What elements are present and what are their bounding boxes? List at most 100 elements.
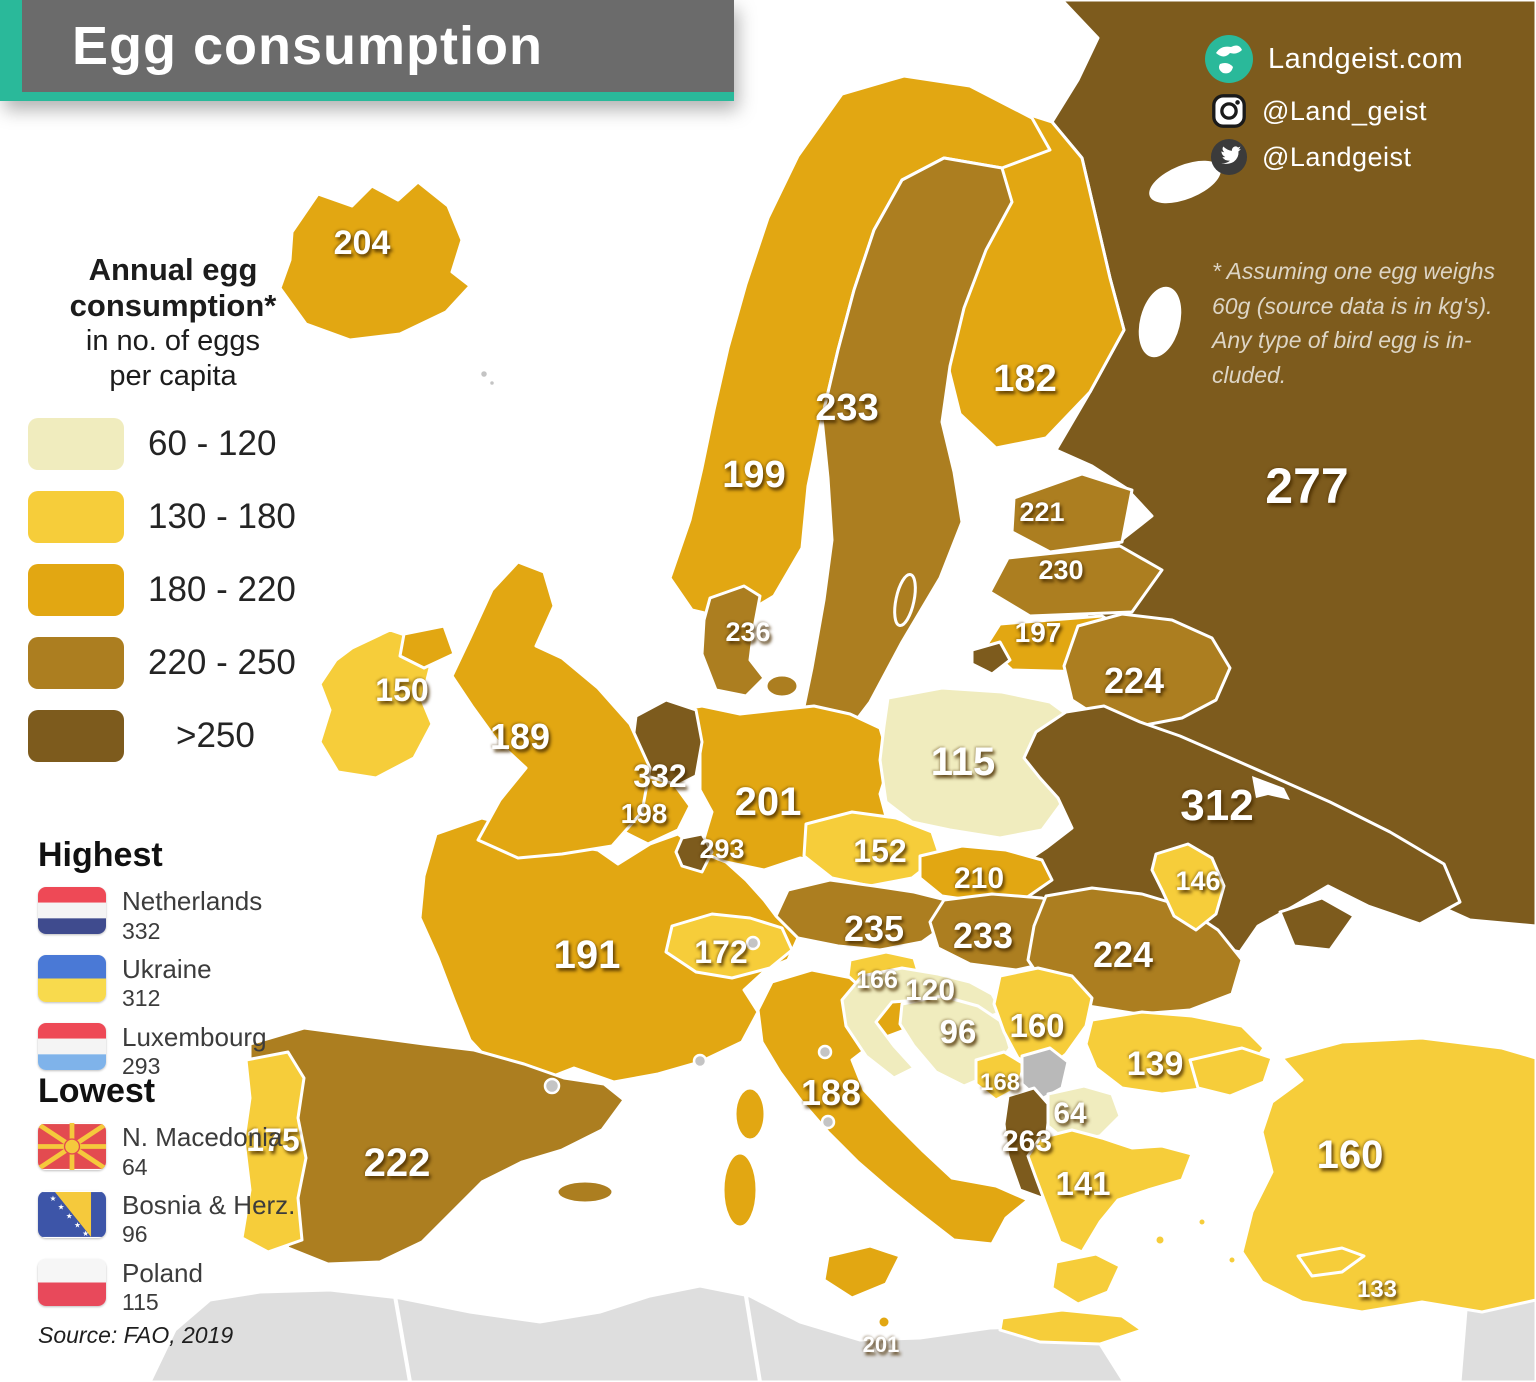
- rank-row-luxembourg: Luxembourg 293: [38, 1023, 267, 1080]
- rank-country: Ukraine: [122, 953, 212, 984]
- value-label-latvia: 230: [1038, 555, 1083, 585]
- country-portugal: [240, 1050, 308, 1254]
- island-corsica: [733, 1086, 767, 1142]
- country-iceland: [278, 180, 472, 342]
- value-label-iceland: 204: [334, 224, 391, 262]
- dot-san-marino: [817, 1044, 833, 1060]
- aegean-island: [1196, 1216, 1208, 1228]
- country-moldova: [1150, 842, 1226, 932]
- svg-text:★: ★: [82, 1229, 89, 1238]
- value-label-portugal: 175: [246, 1122, 299, 1158]
- legend-rows: 60 - 120 130 - 180 180 - 220 220 - 250 >…: [28, 417, 318, 762]
- legend: Annual egg consumption* in no. of eggs p…: [28, 252, 318, 783]
- footnote-line: Any type of bird egg is in-: [1212, 327, 1472, 353]
- luxembourg-flag: [38, 1022, 106, 1070]
- country-malta: [876, 1314, 892, 1330]
- legend-subtitle: in no. of eggs: [85, 324, 261, 357]
- north-macedonia-flag: [38, 1123, 106, 1170]
- rank-row-netherlands: Netherlands 332: [38, 887, 267, 944]
- rank-row-ukraine: Ukraine 312: [38, 955, 267, 1012]
- banner-underline: [0, 92, 734, 101]
- rank-country: Poland: [122, 1257, 203, 1288]
- legend-row: 60 - 120: [28, 417, 318, 470]
- country-turkey: [1240, 1036, 1536, 1314]
- value-label-finland: 182: [993, 358, 1056, 400]
- region-turkey-european: [1188, 1046, 1274, 1098]
- banner-accent-bar: [0, 0, 22, 92]
- value-label-north-macedonia: 64: [1053, 1097, 1087, 1130]
- africa-border-line: [743, 1289, 762, 1382]
- value-label-ukraine: 312: [1180, 781, 1253, 830]
- rank-value: 64: [122, 1153, 148, 1180]
- poland-flag: [38, 1258, 106, 1306]
- region-northern-ireland: [398, 624, 456, 670]
- region-crimea: [1278, 896, 1356, 952]
- instagram-handle[interactable]: @Land_geist: [1262, 95, 1428, 126]
- country-norway: [668, 74, 1052, 622]
- value-label-netherlands: 332: [633, 758, 686, 794]
- footnote: * Assuming one egg weighs 60g (source da…: [1212, 254, 1512, 392]
- country-denmark: [700, 584, 766, 698]
- rank-row-north-macedonia: N. Macedonia 64: [38, 1123, 295, 1180]
- svg-text:★: ★: [74, 1220, 81, 1229]
- lake: [1149, 160, 1221, 204]
- island-sardinia: [721, 1151, 759, 1229]
- country-luxembourg: [674, 832, 714, 874]
- website-row: Landgeist.com: [1204, 34, 1463, 84]
- website-label[interactable]: Landgeist.com: [1268, 42, 1464, 75]
- rank-country: Luxembourg: [122, 1021, 267, 1052]
- legend-swatch: [28, 709, 124, 762]
- title-banner: Egg consumption: [0, 0, 734, 101]
- country-slovakia: [918, 844, 1054, 904]
- country-value-labels: 204 199 233 182 277 221 230 197 236 150 189 332 198 2…: [246, 224, 1397, 1357]
- value-label-estonia: 221: [1019, 497, 1064, 527]
- page-title: Egg consumption: [72, 16, 543, 76]
- lowest-heading: Lowest: [38, 1072, 156, 1110]
- value-label-switzerland: 172: [694, 934, 747, 970]
- value-label-albania: 263: [1002, 1125, 1052, 1158]
- value-label-lithuania: 197: [1015, 617, 1062, 648]
- value-label-montenegro: 168: [980, 1069, 1020, 1096]
- rank-row-bosnia: ★ ★ ★ ★ ★ Bosnia & Herz. 96: [38, 1191, 295, 1248]
- value-label-sweden: 233: [815, 387, 878, 429]
- value-label-poland: 115: [931, 740, 996, 784]
- country-switzerland: [664, 912, 794, 980]
- value-label-france: 191: [554, 933, 621, 977]
- ukraine-flag: [38, 954, 106, 1002]
- country-estonia: [1010, 472, 1134, 554]
- footnote-line: * Assuming one egg weighs: [1212, 258, 1495, 284]
- rank-value: 332: [122, 917, 161, 944]
- legend-swatch: [28, 636, 124, 689]
- twitter-icon: [1210, 138, 1248, 176]
- value-label-slovenia: 166: [856, 966, 898, 994]
- island-zealand: [764, 673, 800, 699]
- value-label-cyprus: 133: [1357, 1276, 1397, 1303]
- value-label-austria: 235: [844, 908, 904, 949]
- dot-liechtenstein: [745, 935, 761, 951]
- value-label-slovakia: 210: [954, 862, 1004, 895]
- lowest-panel: Lowest N. Macedonia 64 ★ ★ ★: [38, 1072, 295, 1327]
- africa-border-line: [393, 1295, 412, 1382]
- svg-text:★: ★: [50, 1194, 57, 1203]
- island-faroe: [478, 368, 490, 380]
- rank-country: Bosnia & Herz.: [122, 1189, 296, 1220]
- legend-row: 220 - 250: [28, 636, 318, 689]
- rank-value: 96: [122, 1221, 148, 1248]
- country-montenegro: [974, 1050, 1026, 1102]
- value-label-bosnia: 96: [940, 1013, 977, 1050]
- arrow-icon: [1252, 776, 1290, 800]
- rank-value: 293: [122, 1053, 161, 1080]
- region-kaliningrad: [970, 640, 1012, 676]
- footnote-line: cluded.: [1212, 361, 1287, 388]
- value-label-moldova: 146: [1175, 866, 1220, 896]
- country-belarus: [1062, 612, 1232, 728]
- value-label-czechia: 152: [853, 833, 906, 869]
- highest-heading: Highest: [38, 836, 163, 874]
- svg-text:★: ★: [58, 1203, 65, 1212]
- twitter-handle[interactable]: @Landgeist: [1262, 141, 1412, 172]
- legend-title: consumption*: [69, 287, 277, 323]
- value-label-denmark: 236: [725, 617, 770, 647]
- aegean-island: [1153, 1233, 1167, 1247]
